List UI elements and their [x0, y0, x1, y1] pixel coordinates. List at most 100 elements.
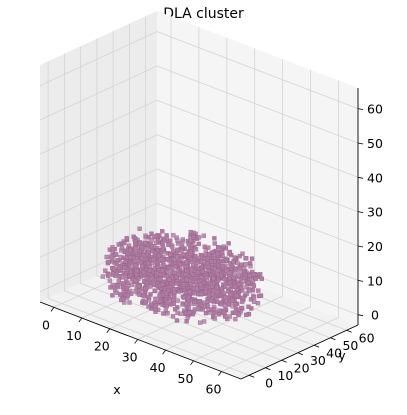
cluster-point — [243, 256, 248, 261]
z-tick-label: 0 — [371, 308, 379, 323]
cluster-point — [256, 293, 262, 299]
cluster-point — [244, 291, 250, 296]
cluster-point — [186, 241, 191, 247]
x-axis-line — [39, 301, 242, 380]
cluster-point — [156, 253, 161, 258]
cluster-point — [106, 259, 111, 265]
cluster-point — [139, 256, 144, 261]
cluster-point — [133, 239, 138, 244]
grid-line-x — [165, 59, 284, 351]
z-tick-mark — [357, 176, 364, 179]
cluster-point — [180, 252, 186, 257]
cluster-point — [168, 252, 173, 257]
cluster-point — [123, 259, 128, 264]
cluster-point — [220, 253, 225, 258]
cluster-point — [205, 260, 210, 266]
cluster-point — [223, 307, 228, 312]
cluster-point — [171, 301, 176, 306]
cluster-point — [173, 264, 178, 269]
cluster-point — [119, 245, 125, 250]
cluster-point — [214, 299, 220, 305]
cluster-point — [192, 299, 197, 304]
cluster-point — [116, 265, 121, 271]
cluster-point — [133, 278, 138, 283]
x-tick-mark — [134, 339, 139, 344]
cluster-point — [107, 247, 113, 252]
cluster-point — [259, 276, 264, 281]
cluster-point — [161, 311, 166, 316]
cluster-point — [161, 263, 167, 268]
cluster-point — [230, 275, 236, 280]
z-tick-mark — [357, 279, 364, 282]
cluster-point — [228, 292, 233, 297]
cluster-point — [191, 286, 197, 291]
cluster-point — [132, 259, 138, 264]
cluster-point — [234, 293, 239, 298]
cluster-point — [112, 246, 117, 252]
cluster-point — [158, 299, 163, 304]
y-tick-mark — [313, 344, 320, 348]
y-tick-mark — [248, 374, 255, 378]
x-tick-label: 50 — [178, 371, 194, 386]
cluster-point — [172, 290, 177, 295]
cluster-point — [238, 269, 243, 275]
cluster-point — [215, 290, 220, 295]
cluster-point — [214, 285, 220, 290]
cluster-point — [223, 295, 228, 300]
cluster-point — [183, 290, 189, 295]
cluster-point — [239, 295, 245, 301]
x-tick-mark — [218, 371, 222, 376]
cluster-point — [188, 282, 194, 287]
z-tick-label: 60 — [367, 102, 383, 117]
cluster-point — [203, 265, 209, 270]
y-tick-mark — [330, 337, 336, 341]
cluster-point — [203, 248, 209, 253]
cluster-point — [143, 233, 148, 238]
y-tick-mark — [346, 329, 352, 333]
cluster-point — [232, 255, 237, 260]
cluster-point — [129, 282, 135, 288]
cluster-point — [115, 258, 120, 263]
cluster-point — [183, 272, 189, 277]
cluster-point — [217, 308, 222, 313]
cluster-point — [233, 316, 238, 322]
cluster-point — [175, 238, 180, 243]
cluster-point — [200, 269, 206, 274]
y-tick-mark — [297, 352, 304, 356]
cluster-point — [223, 314, 228, 319]
cluster-point — [198, 259, 204, 264]
cluster-point — [212, 241, 217, 246]
cluster-point — [174, 318, 180, 323]
x-tick-label: 0 — [42, 317, 50, 332]
cluster-point — [174, 281, 179, 286]
cluster-point — [100, 274, 106, 279]
cluster-point — [166, 242, 171, 247]
cluster-point — [179, 248, 184, 253]
cluster-point — [134, 272, 139, 277]
cluster-point — [210, 284, 215, 289]
cluster-point — [114, 290, 120, 296]
cluster-point — [196, 235, 202, 240]
cluster-point — [118, 255, 123, 260]
cluster-point — [186, 295, 191, 300]
cluster-point — [198, 302, 203, 308]
cluster-point — [196, 241, 201, 247]
z-tick-label: 40 — [367, 170, 383, 185]
cluster-point — [248, 297, 254, 302]
cluster-point — [109, 254, 114, 259]
cluster-point — [153, 307, 158, 312]
y-tick-label: 10 — [277, 368, 293, 383]
y-axis-line — [240, 324, 359, 380]
cluster-point — [253, 276, 259, 281]
cluster-point — [226, 302, 231, 307]
cluster-point — [106, 272, 111, 277]
cluster-point — [124, 286, 130, 291]
cluster-point — [165, 269, 170, 274]
x-tick-mark — [78, 317, 83, 323]
y-tick-mark — [265, 367, 271, 371]
cluster-point — [139, 263, 145, 269]
cluster-point — [188, 238, 194, 243]
cluster-point — [127, 248, 133, 253]
cluster-point — [215, 245, 221, 250]
cluster-point — [219, 273, 224, 278]
